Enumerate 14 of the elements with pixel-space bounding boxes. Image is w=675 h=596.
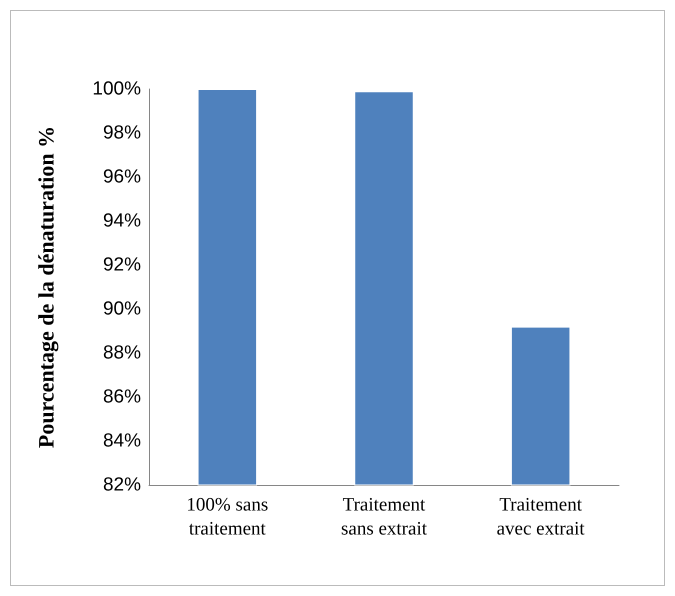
x-tick-label: 100% sans traitement	[186, 494, 268, 540]
y-tick-label: 82%	[102, 474, 142, 496]
x-tick-label: Traitement avec extrait	[496, 494, 586, 540]
y-tick-label: 86%	[102, 386, 142, 408]
y-tick-label: 84%	[102, 430, 142, 452]
y-tick-label: 94%	[102, 210, 142, 232]
y-tick-label: 88%	[102, 342, 142, 364]
x-tick-label: Traitement sans extrait	[340, 494, 428, 540]
y-tick-label: 96%	[102, 166, 142, 188]
y-axis-title: Pourcentage de la dénaturation %	[34, 126, 58, 448]
y-tick-label: 100%	[92, 78, 142, 100]
y-tick-label: 92%	[102, 254, 142, 276]
y-tick-label: 90%	[102, 298, 142, 320]
y-tick-label: 98%	[102, 122, 142, 144]
